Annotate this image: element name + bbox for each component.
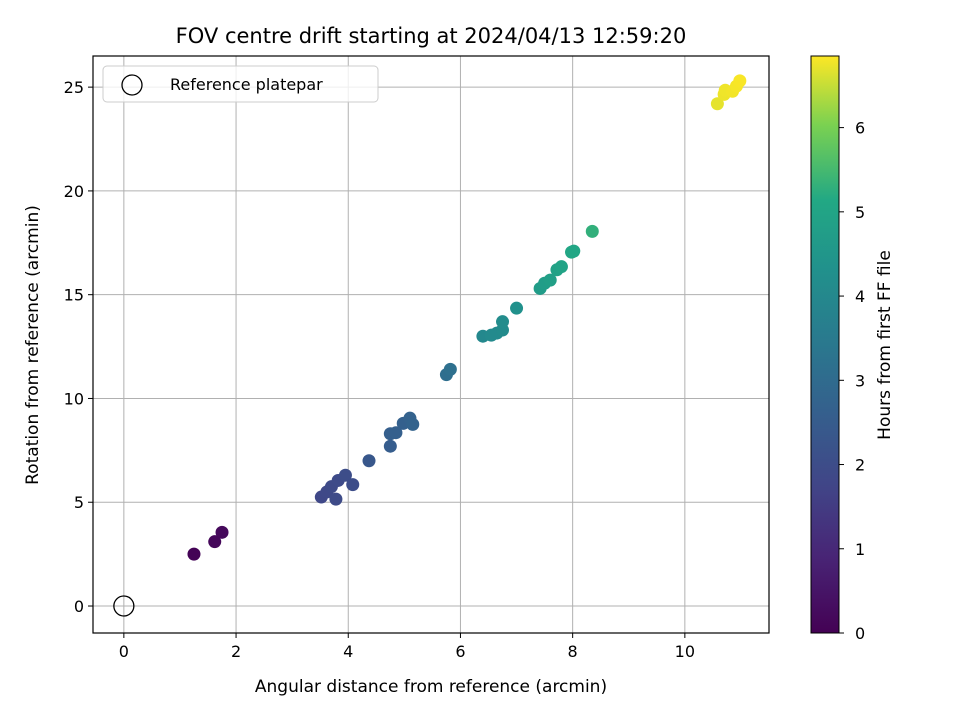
data-point (208, 535, 222, 549)
legend: Reference platepar (102, 65, 379, 103)
legend-reference-marker (121, 74, 143, 96)
data-point (346, 478, 360, 492)
y-tick-label: 20 (64, 182, 84, 201)
data-point (215, 525, 229, 539)
data-point (406, 417, 420, 431)
data-point (338, 468, 352, 482)
colorbar (810, 55, 840, 634)
y-tick-label: 25 (64, 78, 84, 97)
legend-entry-label: Reference platepar (170, 75, 323, 94)
y-axis-label: Rotation from reference (arcmin) (23, 205, 43, 485)
axes-frame (92, 55, 770, 634)
colorbar-ticks: 0 1 2 3 4 5 6 (839, 119, 865, 643)
y-axis-ticks: 0 5 10 15 20 25 (64, 78, 93, 616)
grid (93, 56, 769, 633)
data-point (329, 492, 343, 506)
data-point (443, 362, 457, 376)
data-point (543, 273, 557, 287)
x-tick-label: 4 (343, 642, 353, 661)
x-tick-label: 0 (119, 642, 129, 661)
data-point (389, 426, 403, 440)
y-tick-label: 10 (64, 389, 84, 408)
chart-title: FOV centre drift starting at 2024/04/13 … (176, 24, 687, 48)
x-tick-label: 8 (568, 642, 578, 661)
y-tick-label: 0 (74, 597, 84, 616)
x-tick-label: 2 (231, 642, 241, 661)
colorbar-tick-label: 3 (855, 371, 865, 390)
x-tick-label: 10 (675, 642, 695, 661)
data-point (585, 224, 599, 238)
data-point (362, 454, 376, 468)
data-point (496, 315, 510, 329)
colorbar-tick-label: 0 (855, 624, 865, 643)
colorbar-tick-label: 1 (855, 540, 865, 559)
reference-marker (113, 595, 135, 617)
colorbar-tick-label: 5 (855, 203, 865, 222)
x-axis-label: Angular distance from reference (arcmin) (255, 677, 607, 697)
data-point (554, 260, 568, 274)
data-point (733, 74, 747, 88)
data-point (510, 301, 524, 315)
colorbar-tick-label: 6 (855, 119, 865, 138)
data-point (187, 547, 201, 561)
data-point (567, 244, 581, 258)
colorbar-tick-label: 4 (855, 287, 865, 306)
data-point (383, 439, 397, 453)
reference-marker-group (113, 595, 135, 617)
y-tick-label: 15 (64, 286, 84, 305)
colorbar-label: Hours from first FF file (875, 250, 895, 440)
x-tick-label: 6 (455, 642, 465, 661)
colorbar-tick-label: 2 (855, 456, 865, 475)
data-point (710, 97, 724, 111)
legend-box (102, 65, 379, 103)
y-tick-label: 5 (74, 493, 84, 512)
data-points (187, 74, 747, 561)
x-axis-ticks: 0 2 4 6 8 10 (119, 633, 695, 661)
